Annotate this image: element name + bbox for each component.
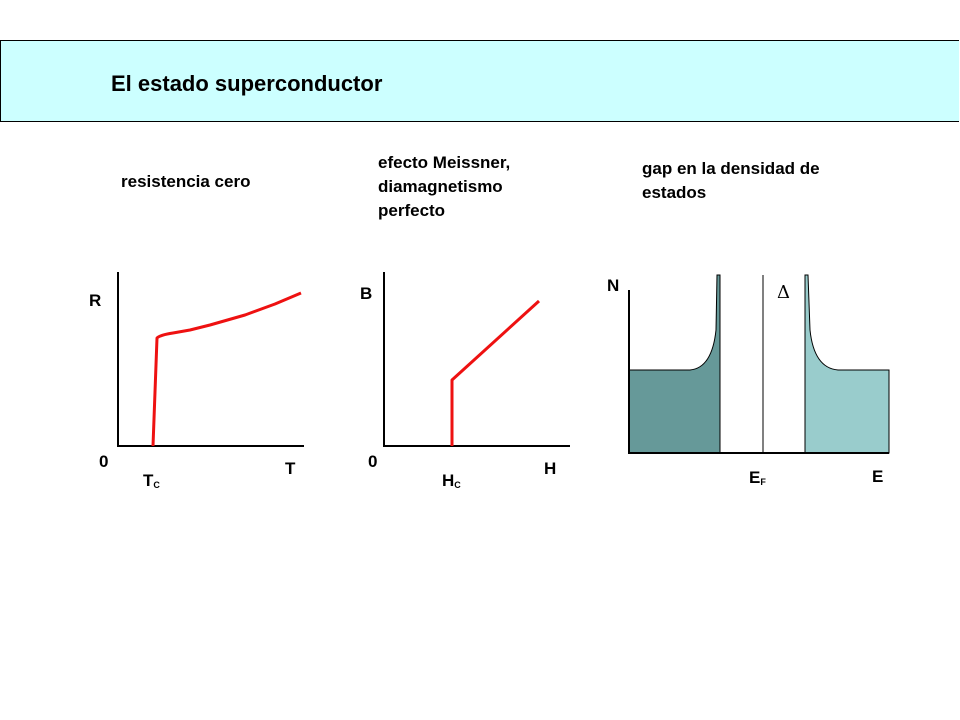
- slide-title: El estado superconductor: [111, 71, 383, 96]
- caption-meissner: efecto Meissner, diamagnetismo perfecto: [378, 151, 510, 223]
- caption-zero-resistance: resistencia cero: [121, 172, 251, 191]
- fermi-energy-label: EF: [749, 468, 766, 488]
- resistance-axis-label: R: [89, 291, 102, 310]
- dos-filled-states: [628, 274, 721, 454]
- resistance-curve: [151, 291, 302, 447]
- caption-gap: gap en la densidad de estados: [642, 157, 820, 205]
- fermi-energy-sub: F: [760, 477, 766, 487]
- caption-gap-line-1: gap en la densidad de: [642, 159, 820, 178]
- resistance-graph: [117, 272, 304, 447]
- field-h-axis-label: H: [544, 459, 557, 478]
- gap-symbol: Δ: [777, 282, 790, 303]
- caption-meissner-line-3: perfecto: [378, 201, 446, 220]
- critical-field-label: HC: [442, 471, 461, 491]
- field-b-axis-label: B: [360, 284, 373, 303]
- energy-axis-label: E: [872, 467, 884, 486]
- caption-meissner-line-1: efecto Meissner,: [378, 153, 511, 172]
- critical-temperature-label: TC: [143, 471, 160, 491]
- density-axis-label: N: [607, 276, 620, 295]
- critical-temperature-sub: C: [153, 480, 160, 490]
- caption-gap-line-2: estados: [642, 183, 707, 202]
- critical-temperature-main: T: [143, 471, 154, 490]
- critical-field-sub: C: [454, 480, 461, 490]
- resistance-origin-label: 0: [99, 452, 109, 471]
- fermi-energy-main: E: [749, 468, 761, 487]
- temperature-axis-label: T: [285, 459, 296, 478]
- meissner-curve: [450, 299, 541, 446]
- caption-meissner-line-2: diamagnetismo: [378, 177, 503, 196]
- dos-empty-states: [804, 274, 890, 454]
- dos-graph: [628, 274, 890, 454]
- meissner-origin-label: 0: [368, 452, 378, 471]
- title-banner: El estado superconductor: [0, 40, 959, 122]
- meissner-graph: [383, 272, 570, 447]
- critical-field-main: H: [442, 471, 455, 490]
